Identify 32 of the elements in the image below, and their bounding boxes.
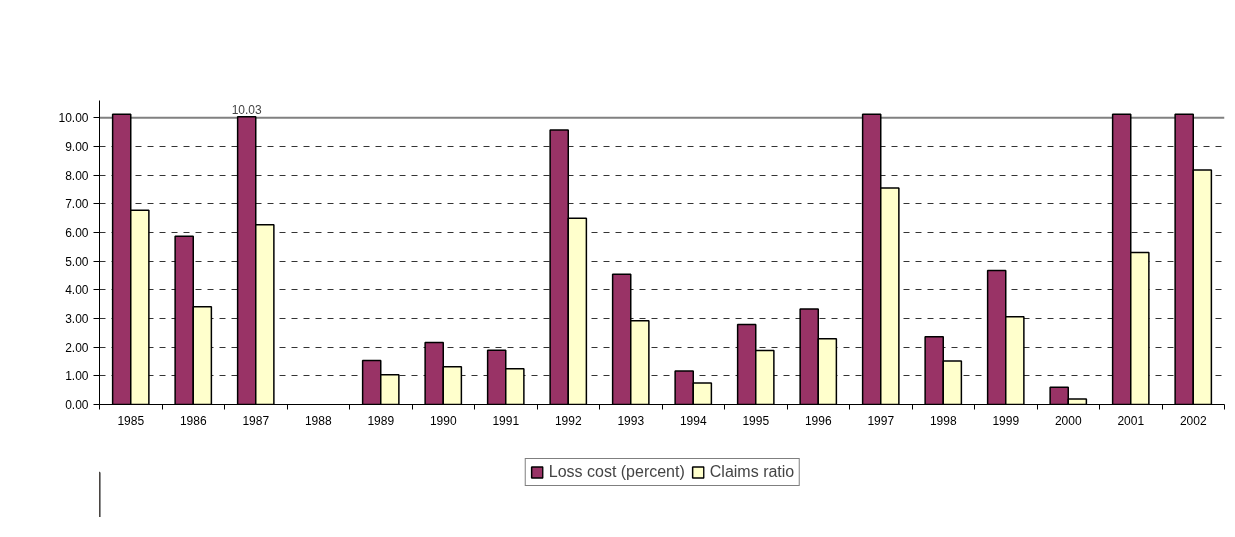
y-tick-label: 6.00 (65, 225, 89, 240)
y-tick-label: 0.00 (65, 398, 89, 412)
x-tick-label: 1999 (992, 413, 1020, 428)
x-tick-label: 1991 (492, 413, 520, 428)
y-tick-label: 2.00 (65, 340, 89, 355)
y-tick-label: 1.00 (65, 369, 89, 384)
x-tick-label: 2001 (1117, 413, 1145, 428)
y-tick-label: 8.00 (65, 168, 89, 183)
x-tick-label: 1989 (367, 413, 395, 428)
x-tick-label: 1998 (929, 413, 957, 428)
x-tick-label: 2002 (1179, 413, 1207, 428)
y-tick-label: 3.00 (65, 311, 89, 326)
y-tick-label: 10.00 (58, 111, 89, 126)
y-tick-label: 9.00 (65, 139, 89, 154)
x-tick-label: 1988 (304, 413, 332, 428)
x-tick-label: 1997 (867, 413, 895, 428)
x-tick-label: 1986 (179, 413, 207, 428)
x-tick-label: 1994 (679, 413, 707, 428)
y-tick-label: 7.00 (65, 197, 89, 212)
x-tick-label: 2000 (1054, 413, 1082, 428)
legend-label: Claims ratio (709, 463, 795, 481)
y-tick-label: 4.00 (65, 283, 89, 298)
x-tick-label: 1993 (617, 413, 645, 428)
x-tick-label: 1990 (429, 413, 457, 428)
data-label: 10.03 (231, 102, 263, 117)
x-tick-label: 1995 (742, 413, 770, 428)
x-tick-label: 1992 (554, 413, 582, 428)
legend-label: Loss cost (percent) (548, 463, 685, 481)
x-tick-label: 1996 (804, 413, 832, 428)
x-tick-label: 1985 (117, 413, 145, 428)
x-tick-label: 1987 (242, 413, 270, 428)
y-tick-label: 5.00 (65, 254, 89, 269)
